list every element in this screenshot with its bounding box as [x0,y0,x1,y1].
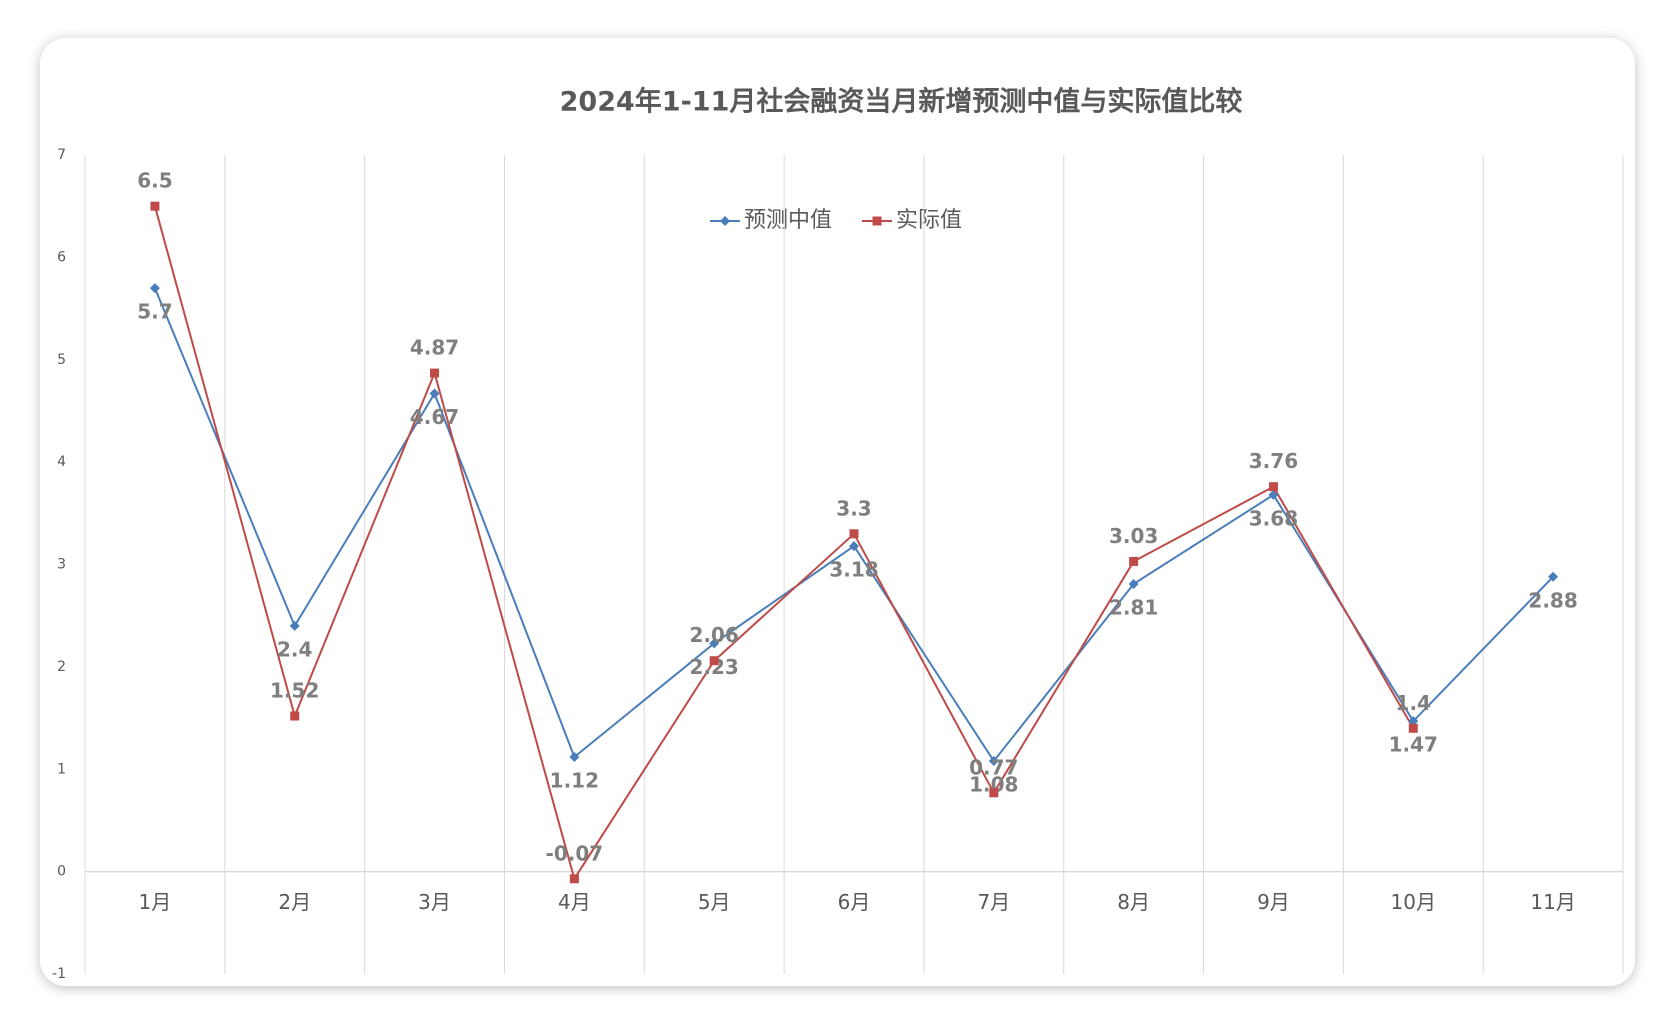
data-label: 2.4 [277,637,312,661]
data-label: 0.77 [969,755,1018,779]
y-tick-label: 5 [57,352,66,368]
data-label: 1.12 [550,768,599,792]
data-point [149,283,160,294]
x-tick-label: 9月 [1257,890,1290,914]
legend-marker [872,216,882,226]
data-label: -0.07 [546,841,604,865]
x-tick-label: 11月 [1530,890,1575,914]
data-label: 3.3 [836,496,871,520]
chart-title: 2024年1-11月社会融资当月新增预测中值与实际值比较 [560,86,1243,118]
data-label: 2.06 [690,623,739,647]
y-tick-label: 7 [57,147,66,163]
x-tick-label: 2月 [278,890,311,914]
data-point [849,541,859,552]
data-point [988,756,999,767]
data-point [1408,723,1418,733]
legend-label: 实际值 [896,208,962,233]
data-point [290,711,300,721]
data-point [1268,482,1278,492]
data-point [1128,578,1139,589]
y-tick-label: -1 [52,966,66,982]
data-label: 2.88 [1528,588,1577,612]
data-point [569,874,579,884]
data-point [1548,571,1559,582]
x-tick-label: 10月 [1391,890,1436,914]
data-point [709,638,720,649]
data-point [989,788,999,798]
x-tick-label: 8月 [1117,890,1150,914]
data-point [430,368,440,378]
data-label: 3.18 [829,558,878,582]
data-label: 3.03 [1109,524,1158,548]
data-label: 4.67 [410,405,459,429]
data-label: 1.47 [1389,733,1438,757]
data-point [429,388,440,399]
x-tick-label: 1月 [139,890,172,914]
data-label: 3.76 [1249,449,1298,473]
data-point [569,751,580,762]
data-point [1268,489,1279,500]
y-tick-label: 0 [57,864,66,880]
y-tick-label: 3 [57,557,66,573]
data-point [289,620,300,631]
data-point [709,656,719,666]
chart-card [40,38,1635,986]
data-label: 1.4 [1396,691,1431,715]
y-tick-label: 4 [57,454,66,470]
data-point [849,529,859,539]
y-tick-label: 2 [57,659,66,675]
data-label: 3.68 [1249,506,1298,530]
data-label: 2.81 [1109,595,1158,619]
data-point [1129,556,1139,566]
x-tick-label: 3月 [418,890,451,914]
data-point [150,201,160,211]
legend-label: 预测中值 [744,208,832,233]
x-tick-label: 7月 [977,890,1010,914]
series-line [153,205,1415,882]
x-tick-label: 4月 [558,890,591,914]
x-tick-label: 6月 [838,890,871,914]
y-tick-label: 6 [57,249,66,265]
data-point [1408,716,1419,727]
y-tick-label: 1 [57,761,66,777]
legend: 预测中值 实际值 [710,208,962,233]
data-label: 6.5 [137,169,172,193]
data-label: 1.52 [270,679,319,703]
data-label: 4.87 [410,336,459,360]
legend-marker [720,216,730,226]
x-tick-label: 5月 [698,890,731,914]
data-label: 5.7 [137,300,172,324]
